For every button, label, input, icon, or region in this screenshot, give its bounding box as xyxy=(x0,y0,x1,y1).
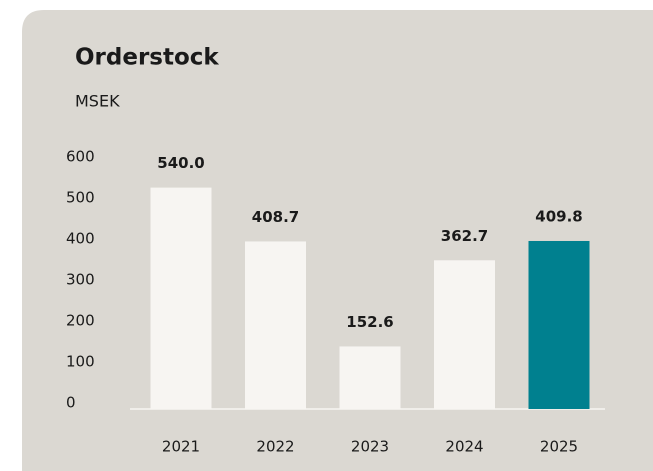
y-tick-label: 400 xyxy=(66,230,95,248)
bar xyxy=(339,346,401,409)
bar xyxy=(150,187,212,409)
x-tick-label: 2023 xyxy=(351,438,389,456)
y-tick-label: 300 xyxy=(66,271,95,289)
x-tick-label: 2024 xyxy=(445,438,483,456)
chart-subtitle: MSEK xyxy=(75,92,120,111)
x-tick-label: 2021 xyxy=(162,438,200,456)
value-label: 409.8 xyxy=(535,207,582,225)
x-tick-label: 2025 xyxy=(540,438,578,456)
chart-title: Orderstock xyxy=(75,45,219,71)
y-tick-label: 500 xyxy=(66,189,95,207)
y-tick-label: 600 xyxy=(66,148,95,166)
x-tick-label: 2022 xyxy=(256,438,294,456)
value-label: 540.0 xyxy=(157,154,204,172)
bar xyxy=(434,260,495,409)
bar xyxy=(528,240,590,409)
value-label: 408.7 xyxy=(252,208,299,226)
y-tick-label: 100 xyxy=(66,353,95,371)
y-tick-label: 200 xyxy=(66,312,95,330)
value-label: 152.6 xyxy=(346,313,393,331)
value-label: 362.7 xyxy=(441,227,488,245)
bar xyxy=(245,241,306,409)
y-tick-label: 0 xyxy=(66,394,76,412)
